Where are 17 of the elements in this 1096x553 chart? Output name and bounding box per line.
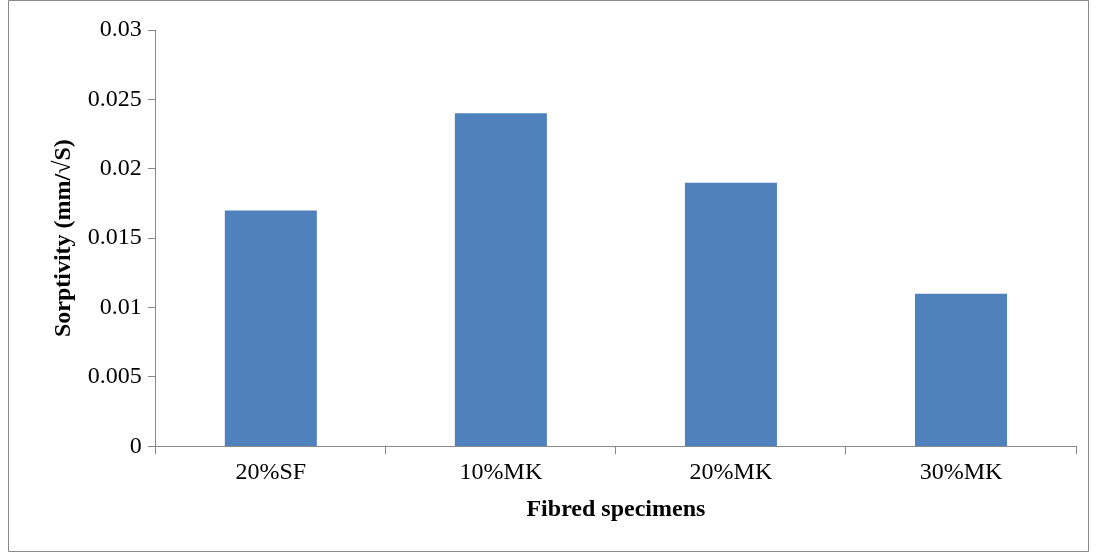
y-tick-label: 0.005 — [87, 362, 142, 389]
bar — [224, 210, 317, 446]
y-axis-title: Sorptivity (mm/√S) — [48, 139, 75, 338]
x-tick-label: 30%MK — [919, 458, 1003, 485]
x-tick-label: 20%SF — [235, 458, 307, 485]
y-tick-label: 0.03 — [99, 15, 142, 42]
x-tick-label: 20%MK — [689, 458, 773, 485]
y-tick-label: 0.025 — [87, 84, 142, 111]
x-tick-label: 10%MK — [459, 458, 543, 485]
y-tick-label: 0.01 — [99, 292, 142, 319]
y-tick-label: 0.02 — [99, 154, 142, 181]
bar — [684, 182, 777, 446]
y-tick-label: 0 — [129, 431, 142, 458]
x-axis-title: Fibred specimens — [526, 494, 706, 521]
bar — [454, 113, 547, 446]
bar — [914, 293, 1007, 446]
y-tick-label: 0.015 — [87, 223, 142, 250]
